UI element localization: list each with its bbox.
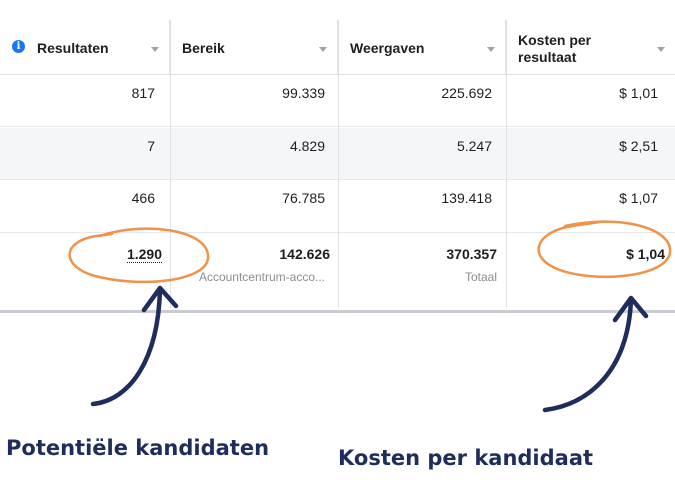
total-weergaven-subtitle: Totaal — [464, 270, 497, 284]
caption-kosten-per-kandidaat: Kosten per kandidaat — [338, 446, 594, 470]
arrow-right-head-icon — [612, 295, 649, 323]
sort-chevron-icon[interactable] — [487, 47, 495, 52]
arrow-right-icon — [542, 297, 634, 413]
total-weergaven: 370.357 — [446, 246, 497, 262]
caption-potentiele-kandidaten: Potentiële kandidaten — [6, 436, 270, 460]
column-divider — [170, 20, 171, 308]
column-divider — [338, 20, 339, 308]
cell-bereik: 4.829 — [289, 138, 325, 154]
table-bottom-border — [0, 310, 675, 313]
total-bereik-subtitle: Accountcentrum-acco... — [198, 270, 325, 284]
cell-bereik: 76.785 — [282, 190, 325, 206]
info-icon[interactable]: i — [12, 40, 25, 53]
highlight-circle-right — [537, 220, 672, 278]
cell-kosten: $ 2,51 — [619, 138, 658, 154]
column-header-label: Weergaven — [350, 40, 425, 56]
column-divider — [506, 20, 507, 308]
column-header-resultaten[interactable]: i Resultaten — [0, 20, 170, 74]
column-header-weergaven[interactable]: Weergaven — [338, 20, 506, 74]
column-header-label: Kosten per resultaat — [518, 32, 591, 66]
sort-chevron-icon[interactable] — [151, 47, 159, 52]
cell-bereik: 99.339 — [282, 85, 325, 101]
arrow-left-icon — [90, 287, 163, 407]
column-header-label-line1: Kosten per — [518, 32, 592, 48]
arrow-left-head-icon — [141, 285, 179, 313]
cell-kosten: $ 1,01 — [619, 85, 658, 101]
total-resultaten[interactable]: 1.290 — [126, 246, 162, 263]
total-bereik: 142.626 — [279, 246, 330, 262]
sort-chevron-icon[interactable] — [657, 47, 665, 52]
ads-results-table: i Resultaten Bereik Weergaven Kosten per… — [0, 20, 675, 308]
table-row[interactable] — [0, 181, 675, 233]
sort-chevron-icon[interactable] — [319, 47, 327, 52]
cell-kosten: $ 1,07 — [619, 190, 658, 206]
column-header-label-line2: resultaat — [518, 49, 577, 65]
column-header-bereik[interactable]: Bereik — [170, 20, 338, 74]
column-header-label: Bereik — [182, 40, 225, 56]
table-row[interactable] — [0, 128, 675, 180]
cell-weergaven: 5.247 — [456, 138, 492, 154]
cell-resultaten: 817 — [131, 85, 155, 101]
highlight-circle-left — [68, 227, 210, 284]
total-kosten: $ 1,04 — [626, 246, 665, 262]
table-row[interactable] — [0, 75, 675, 127]
header-divider — [0, 74, 675, 75]
column-header-kosten-per-resultaat[interactable]: Kosten per resultaat — [506, 20, 675, 74]
cell-weergaven: 225.692 — [441, 85, 492, 101]
cell-resultaten: 7 — [147, 138, 155, 154]
cell-resultaten: 466 — [131, 190, 155, 206]
cell-weergaven: 139.418 — [441, 190, 492, 206]
column-header-label: Resultaten — [37, 40, 109, 56]
